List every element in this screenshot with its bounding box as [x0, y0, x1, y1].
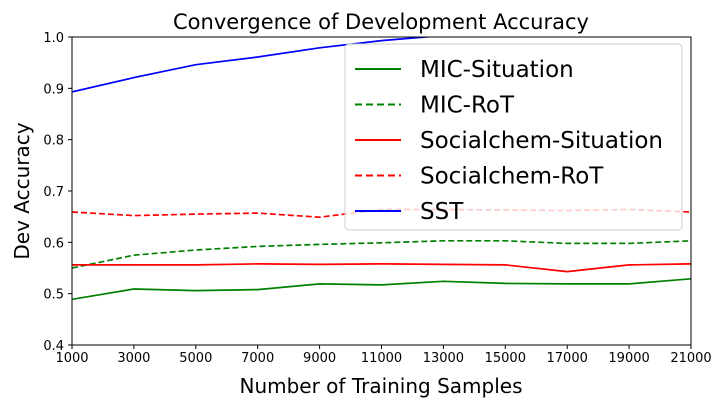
x-tick-label: 7000 — [241, 351, 274, 366]
x-tick-label: 11000 — [361, 351, 402, 366]
series-line-socialchem-situation — [72, 263, 691, 273]
legend-label: SST — [420, 199, 464, 225]
legend: MIC-Situation MIC-RoT Socialchem-Situation… — [344, 43, 683, 231]
y-tick-label: 1.0 — [43, 31, 64, 46]
x-tick-label: 5000 — [179, 351, 212, 366]
legend-label: Socialchem-RoT — [420, 164, 604, 190]
y-tick-label: 0.9 — [43, 82, 64, 97]
series-line-mic-rot — [72, 239, 691, 269]
x-tick-label: 9000 — [303, 351, 336, 366]
legend-label: MIC-Situation — [420, 57, 574, 83]
y-tick-label: 0.5 — [43, 288, 64, 303]
legend-label: MIC-RoT — [420, 93, 515, 119]
plot-frame — [71, 36, 692, 346]
x-tick-label: 3000 — [117, 351, 150, 366]
x-axis-label: Number of Training Samples — [239, 374, 522, 398]
legend-box — [344, 43, 683, 231]
tick-layer: 1000 3000 5000 7000 9000 11000 13000 15000 17000… — [43, 31, 711, 366]
chart-title: Convergence of Development Accuracy — [173, 10, 589, 34]
x-tick-label: 13000 — [423, 351, 464, 366]
y-axis-label: Dev Accuracy — [10, 122, 34, 259]
x-tick-label: 1000 — [55, 351, 88, 366]
x-tick-label: 15000 — [485, 351, 526, 366]
series-line-sst — [72, 37, 436, 93]
y-tick-label: 0.6 — [43, 236, 64, 251]
y-tick-label: 0.8 — [43, 134, 64, 149]
y-tick-label: 0.7 — [43, 185, 64, 200]
x-tick-label: 19000 — [608, 351, 649, 366]
y-tick-label: 0.4 — [43, 339, 64, 354]
series-line-mic-situation — [72, 277, 691, 301]
x-tick-label: 21000 — [670, 351, 711, 366]
legend-label: Socialchem-Situation — [420, 128, 663, 154]
x-tick-label: 17000 — [547, 351, 588, 366]
